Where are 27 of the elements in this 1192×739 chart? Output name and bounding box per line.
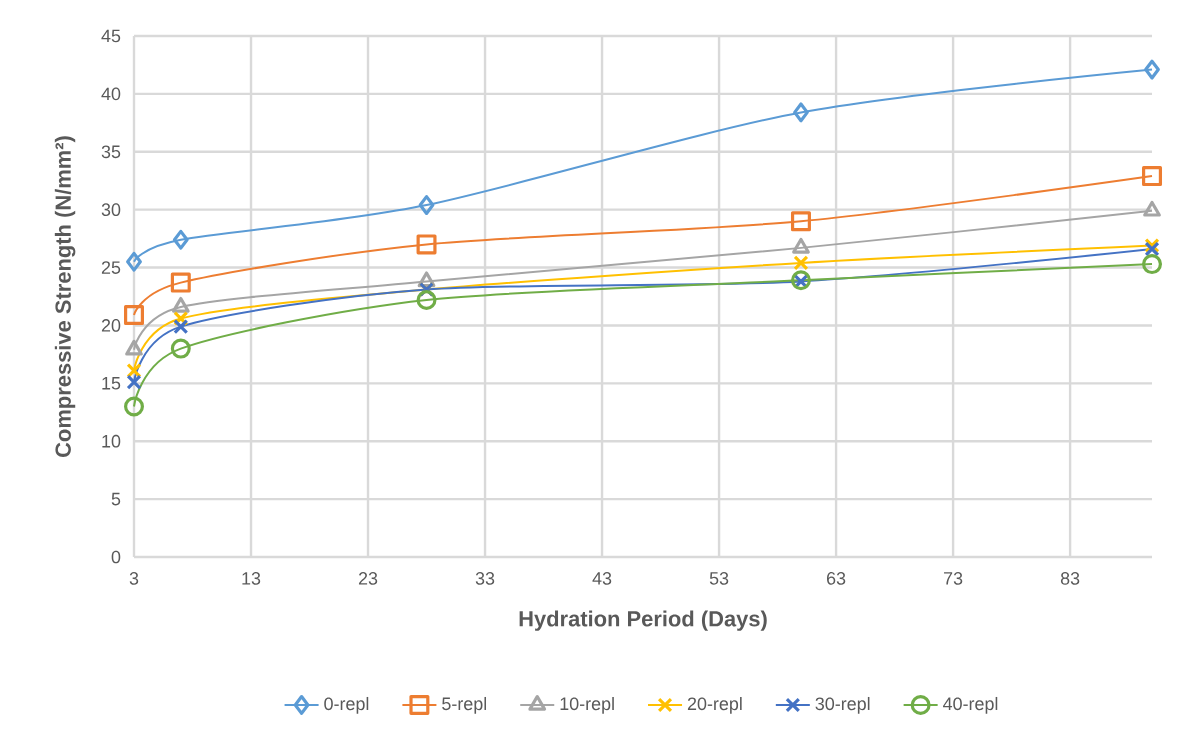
x-tick-label: 13: [242, 572, 261, 585]
y-tick-label: 25: [101, 261, 121, 274]
y-tick-label: 45: [101, 29, 121, 43]
y-tick-label: 15: [102, 377, 121, 390]
x-tick-label: 23: [358, 572, 378, 585]
legend-label: 5-repl: [442, 696, 487, 714]
x-tick-label: 3: [129, 572, 139, 585]
legend-label: 20-repl: [687, 696, 742, 714]
legend-label: 30-repl: [815, 696, 870, 714]
legend-label: 40-repl: [943, 696, 998, 714]
legend-label: 0-repl: [324, 696, 369, 714]
y-tick-label: 0: [111, 550, 121, 564]
x-tick-label: 63: [827, 572, 846, 585]
y-tick-label: 35: [101, 145, 121, 159]
y-tick-label: 30: [101, 203, 121, 217]
y-tick-label: 40: [101, 87, 121, 101]
y-tick-label: 5: [111, 492, 121, 506]
x-tick-label: 53: [709, 572, 729, 585]
y-tick-label: 10: [102, 434, 121, 448]
x-tick-label: 43: [592, 572, 612, 585]
x-tick-label: 83: [1060, 572, 1080, 585]
x-tick-label: 73: [944, 572, 963, 585]
y-tick-label: 20: [101, 319, 121, 332]
x-tick-label: 33: [475, 572, 495, 585]
x-axis-title: Hydration Period (Days): [519, 610, 767, 631]
legend-label: 10-repl: [560, 696, 614, 714]
y-axis-title: Compressive Strength (N/mm²): [54, 136, 76, 457]
